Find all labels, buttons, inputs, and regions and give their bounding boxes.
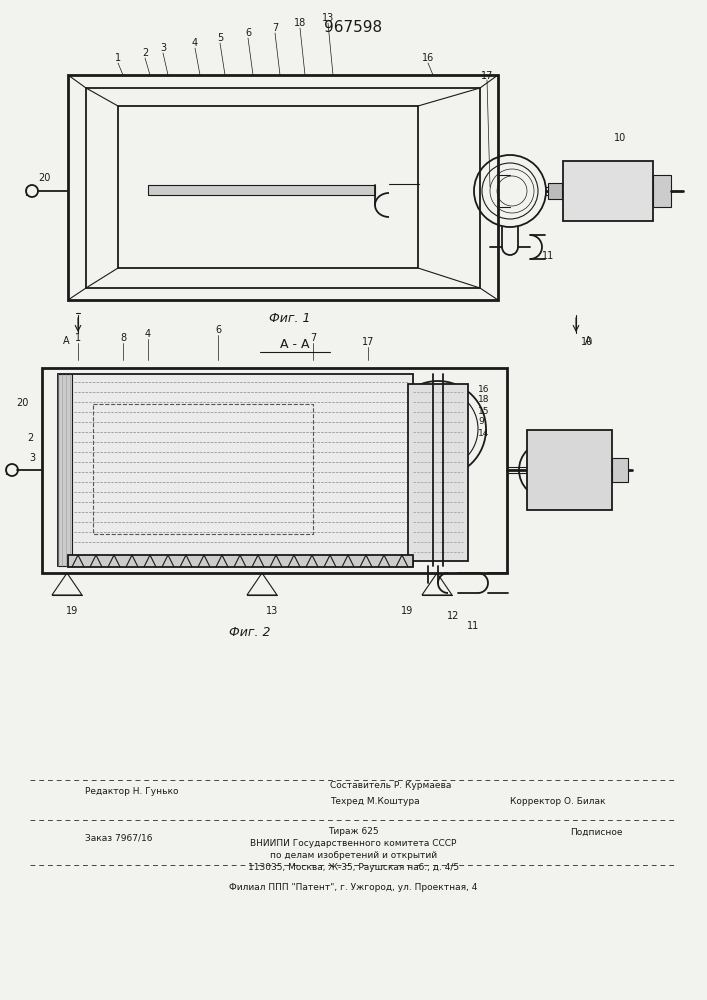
Text: 7: 7 (310, 333, 316, 343)
Bar (86, 88, 480, 288)
Text: 16: 16 (478, 384, 489, 393)
Text: Техред М.Коштура: Техред М.Коштура (330, 798, 420, 806)
Text: 4: 4 (145, 329, 151, 339)
Text: 113035, Москва, Ж-35, Раушская наб., д. 4/5: 113035, Москва, Ж-35, Раушская наб., д. … (248, 863, 459, 872)
Text: Корректор О. Билак: Корректор О. Билак (510, 798, 605, 806)
Text: 8: 8 (120, 333, 126, 343)
Text: 13: 13 (322, 13, 334, 23)
Text: 2: 2 (142, 48, 148, 58)
Bar (42, 368, 507, 573)
Bar (58, 374, 413, 566)
Text: 17: 17 (362, 337, 374, 347)
Text: ВНИИПИ Государственного комитета СССР: ВНИИПИ Государственного комитета СССР (250, 840, 457, 848)
Text: 18: 18 (478, 395, 489, 404)
Text: по делам изобретений и открытий: по делам изобретений и открытий (270, 852, 437, 860)
Text: 2: 2 (27, 433, 33, 443)
Bar (527, 430, 612, 510)
Bar (148, 185, 375, 195)
Bar (58, 374, 72, 566)
Text: Подписное: Подписное (570, 828, 622, 836)
Bar (653, 175, 671, 207)
Text: 19: 19 (401, 606, 413, 616)
Text: 5: 5 (217, 33, 223, 43)
Bar (68, 75, 498, 300)
Text: 12: 12 (447, 611, 459, 621)
Text: 4: 4 (192, 38, 198, 48)
Text: 6: 6 (245, 28, 251, 38)
Text: 17: 17 (481, 71, 493, 81)
Text: А: А (585, 336, 591, 346)
Bar (68, 555, 413, 567)
Text: Тираж 625: Тираж 625 (328, 828, 379, 836)
Text: Фиг. 2: Фиг. 2 (229, 626, 271, 640)
Text: А - А: А - А (280, 338, 310, 352)
Text: 1: 1 (75, 333, 81, 343)
Text: Фиг. 1: Фиг. 1 (269, 312, 311, 324)
Text: 15: 15 (478, 406, 489, 416)
Text: 14: 14 (478, 428, 489, 438)
Text: 10: 10 (581, 337, 593, 347)
Text: 18: 18 (294, 18, 306, 28)
Text: 967598: 967598 (325, 20, 382, 35)
Text: 6: 6 (215, 325, 221, 335)
Text: 20: 20 (37, 173, 50, 183)
Text: 19: 19 (66, 606, 78, 616)
Text: 10: 10 (614, 133, 626, 143)
Bar (563, 161, 653, 221)
Text: Составитель Р. Курмаева: Составитель Р. Курмаева (330, 782, 451, 790)
Text: 11: 11 (542, 251, 554, 261)
Text: 9: 9 (478, 418, 484, 426)
Text: 20: 20 (16, 398, 28, 408)
Bar (612, 458, 628, 482)
Bar (408, 384, 468, 561)
Text: 3: 3 (29, 453, 35, 463)
Text: 16: 16 (422, 53, 434, 63)
Text: 3: 3 (160, 43, 166, 53)
Bar (118, 106, 418, 268)
Text: Заказ 7967/16: Заказ 7967/16 (85, 834, 153, 842)
Text: Редактор Н. Гунько: Редактор Н. Гунько (85, 788, 178, 796)
Bar (93, 404, 313, 534)
Text: 11: 11 (467, 621, 479, 631)
Bar (548, 183, 562, 199)
Text: 7: 7 (272, 23, 278, 33)
Text: 13: 13 (266, 606, 278, 616)
Text: А: А (63, 336, 69, 346)
Text: 1: 1 (115, 53, 121, 63)
Text: Филиал ППП "Патент", г. Ужгород, ул. Проектная, 4: Филиал ППП "Патент", г. Ужгород, ул. Про… (229, 884, 478, 892)
